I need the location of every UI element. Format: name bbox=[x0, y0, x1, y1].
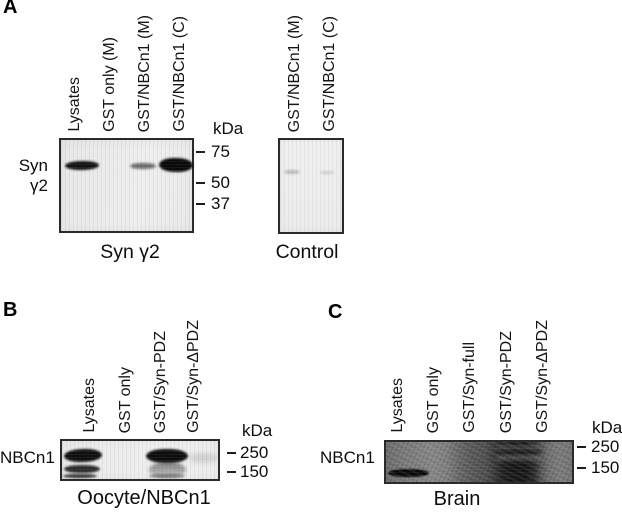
blot-image-control bbox=[278, 138, 344, 234]
band-syn-pdz-dark bbox=[497, 450, 541, 455]
row-label-syn-g2: Syn γ2 bbox=[18, 156, 48, 195]
marker-unit-label: kDa bbox=[213, 119, 244, 138]
lane-label: GST/Syn-PDZ bbox=[498, 330, 515, 433]
blot-image-brain bbox=[384, 440, 574, 484]
lane-label: GST/Syn-ΔPDZ bbox=[185, 320, 202, 433]
blot-caption-brain: Brain bbox=[433, 488, 481, 510]
marker-tick bbox=[196, 151, 205, 153]
marker-unit-label: kDa bbox=[592, 418, 622, 437]
lane-label: GST/NBCn1 (M) bbox=[136, 14, 153, 132]
blot-image-oocyte-nbcn1 bbox=[60, 439, 220, 481]
band-lysates-bottom bbox=[63, 474, 97, 478]
marker-tick bbox=[577, 446, 586, 448]
row-label-nbcn1: NBCn1 bbox=[320, 448, 375, 467]
lane-label: Lysates bbox=[81, 378, 98, 433]
band-gst-nbcn1-c bbox=[158, 157, 194, 173]
lane-label: GST only (M) bbox=[101, 37, 118, 132]
marker-value: 150 bbox=[240, 462, 269, 481]
lane-label: Lysates bbox=[66, 77, 83, 132]
band-syn-pdz-lower bbox=[149, 474, 185, 478]
panel-a-letter: A bbox=[3, 0, 18, 18]
blot-texture bbox=[280, 140, 342, 232]
marker-tick bbox=[227, 471, 236, 473]
band-lysates bbox=[64, 160, 100, 171]
band-lysates-lower bbox=[64, 465, 100, 473]
lane-label: GST/NBCn1 (C) bbox=[171, 16, 188, 132]
blot-caption-syn-g2: Syn γ2 bbox=[100, 241, 160, 263]
marker-value: 250 bbox=[240, 443, 269, 462]
lane-label: GST/NBCn1 (M) bbox=[286, 14, 303, 132]
lane-label: GST only bbox=[117, 366, 134, 433]
band-lysates-upper bbox=[63, 448, 103, 463]
marker-tick bbox=[196, 182, 205, 184]
lane-label: GST/Syn-PDZ bbox=[152, 330, 169, 433]
band-syn-pdz-250 bbox=[497, 445, 541, 451]
lane-label: GST/Syn-ΔPDZ bbox=[534, 320, 551, 433]
marker-unit-label: kDa bbox=[242, 421, 273, 440]
marker-value: 150 bbox=[591, 458, 620, 477]
blot-caption-oocyte-nbcn1: Oocyte/NBCn1 bbox=[77, 487, 211, 509]
band-faint-m bbox=[284, 170, 300, 174]
blot-image-syn-g2 bbox=[59, 138, 194, 233]
blot-caption-control: Control bbox=[275, 241, 339, 263]
lane-label: Lysates bbox=[389, 378, 406, 433]
band-gst-nbcn1-m bbox=[130, 163, 156, 169]
lane-label: GST/NBCn1 (C) bbox=[321, 16, 338, 132]
blot-texture bbox=[61, 140, 192, 231]
marker-value: 50 bbox=[211, 173, 230, 192]
marker-value: 75 bbox=[211, 142, 230, 161]
panel-b-letter: B bbox=[3, 299, 18, 321]
band-syn-pdz-doublet bbox=[497, 455, 541, 460]
marker-value: 37 bbox=[211, 194, 230, 213]
marker-tick bbox=[577, 467, 586, 469]
band-lysates bbox=[388, 469, 429, 477]
lane-label: GST/Syn-full bbox=[461, 342, 478, 433]
marker-tick bbox=[196, 203, 205, 205]
marker-value: 250 bbox=[591, 437, 620, 456]
marker-tick bbox=[227, 452, 236, 454]
band-syn-dpdz-faint bbox=[189, 453, 218, 463]
band-syn-pdz bbox=[146, 449, 188, 463]
row-label-nbcn1: NBCn1 bbox=[0, 448, 55, 467]
band-faint-c bbox=[320, 171, 334, 174]
lane-label: GST only bbox=[425, 366, 442, 433]
panel-c-letter: C bbox=[328, 301, 343, 323]
